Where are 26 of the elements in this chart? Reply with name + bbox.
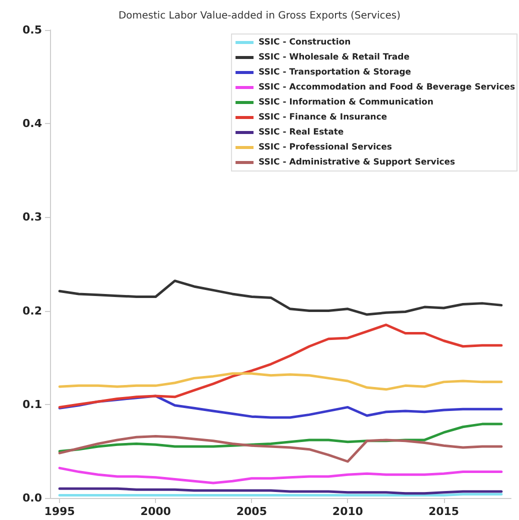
legend-label: SSIC - Accommodation and Food & Beverage Services [258,82,516,92]
line-series [58,280,503,316]
y-tick-label: 0.2 [22,304,42,318]
line-series [58,434,503,463]
legend-label: SSIC - Information & Communication [258,98,434,108]
chart-title: Domestic Labor Value-added in Gross Exports (Services) [118,10,401,22]
x-tick-label: 2005 [236,505,267,518]
y-tick-label: 0.5 [22,24,42,36]
line-series [58,372,503,391]
line-series [58,466,503,484]
legend-label: SSIC - Construction [258,38,351,48]
y-tick-label: 0.0 [22,492,42,504]
y-tick-label: 0.4 [22,117,42,130]
x-tick-label: 1995 [44,505,75,518]
y-tick-label: 0.3 [22,210,42,224]
x-tick-label: 2000 [140,505,172,518]
legend-label: SSIC - Finance & Insurance [258,112,388,122]
legend-label: SSIC - Administrative & Support Services [258,158,456,168]
legend-label: SSIC - Real Estate [258,128,344,138]
x-tick-label: 2015 [428,505,460,518]
legend-label: SSIC - Transportation & Storage [258,68,412,78]
y-tick-label: 0.1 [22,398,42,411]
legend-label: SSIC - Professional Services [258,142,392,152]
x-tick-label: 2010 [332,505,364,518]
line-series [58,324,503,408]
legend-label: SSIC - Wholesale & Retail Trade [258,52,410,62]
